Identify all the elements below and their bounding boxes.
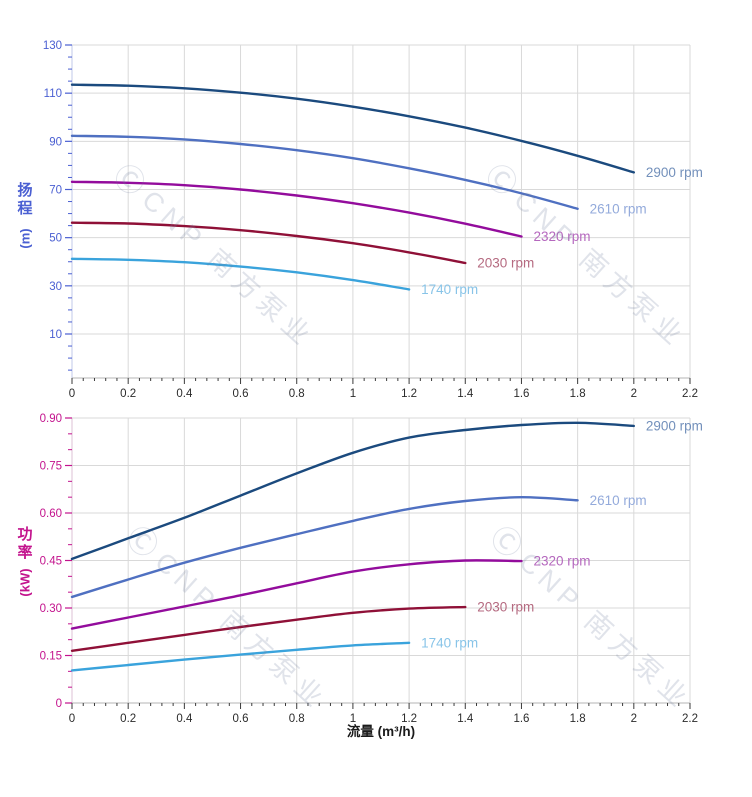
x-tick-label: 0.8 [289,713,305,725]
x-tick-label: 0.8 [289,388,305,400]
curve-2900-rpm [70,83,635,174]
curve-2320-rpm [70,180,523,238]
y-tick-label: 0.30 [40,603,62,615]
x-tick-label: 1.6 [513,388,529,400]
curve-1740-rpm [70,641,411,672]
x-tick-label: 0 [69,713,75,725]
curve-label-2900-rpm: 2900 rpm [646,165,703,180]
y-axis-title-head: 扬程 (m) [10,182,40,255]
curve-label-2320-rpm: 2320 rpm [533,554,590,569]
curve-label-1740-rpm: 1740 rpm [421,282,478,297]
x-tick-label: 1.6 [513,713,529,725]
power-axis-label: 功率 [17,526,33,561]
x-tick-label: 1 [350,713,356,725]
chart-head-vs-flow: 130 110 90 70 50 30 10 0 0.2 0.4 0.6 0.8 1 1.2 1.4 1.6 1… [43,40,703,400]
x-tick-label: 0.2 [120,388,136,400]
curve-2030-rpm [70,605,467,652]
y-tick-label: 50 [49,233,62,245]
x-tick-label: 1.2 [401,713,417,725]
curve-label-2030-rpm: 2030 rpm [477,255,534,270]
y-tick-label: 0.45 [40,556,62,568]
curve-label-2610-rpm: 2610 rpm [590,493,647,508]
head-axis-label: 扬程 [17,182,33,217]
x-tick-label: 2 [631,713,637,725]
curve-2610-rpm [70,495,579,599]
x-tick-label: 1.8 [570,713,586,725]
x-tick-label: 2.2 [682,713,698,725]
y-tick-label: 0.75 [40,461,62,473]
x-tick-label: 0.2 [120,713,136,725]
y-tick-label: 130 [43,40,62,52]
y-tick-label: 0.60 [40,508,62,520]
y-tick-label: 0.90 [40,413,62,425]
x-tick-label: 1.4 [457,388,474,400]
y-axis-title-power: 功率 (kW) [10,526,40,599]
x-tick-label: 2.2 [682,388,698,400]
curve-label-2320-rpm: 2320 rpm [533,229,590,244]
curve-label-2610-rpm: 2610 rpm [590,201,647,216]
x-tick-label: 1.2 [401,388,417,400]
power-axis-unit: (kW) [17,568,33,597]
curve-2900-rpm [70,421,635,561]
x-tick-label: 0.4 [176,713,193,725]
curve-2320-rpm [70,559,523,630]
y-tick-label: 90 [49,136,62,148]
x-tick-label: 2 [631,388,637,400]
x-tick-label: 0.6 [233,388,249,400]
x-tick-label: 1.8 [570,388,586,400]
x-tick-label: 1 [350,388,356,400]
curve-2030-rpm [70,221,467,265]
x-axis-title: 流量 (m³/h) [346,724,416,739]
curve-label-2030-rpm: 2030 rpm [477,600,534,615]
curve-label-1740-rpm: 1740 rpm [421,635,478,650]
x-tick-label: 0.4 [176,388,193,400]
y-tick-label: 0.15 [40,651,62,663]
y-tick-label: 110 [44,88,62,100]
curve-label-2900-rpm: 2900 rpm [646,418,703,433]
x-tick-label: 0 [69,388,75,400]
y-tick-label: 0 [56,698,62,710]
x-tick-label: 0.6 [233,713,249,725]
y-tick-label: 70 [49,184,62,196]
y-tick-label: 10 [49,329,62,341]
head-axis-unit: (m) [17,228,33,249]
chart-power-vs-flow: 0.90 0.75 0.60 0.45 0.30 0.15 00 0.2 0.4 0.6 0.8 1 1… [40,413,703,725]
y-tick-label: 30 [49,281,62,293]
x-tick-label: 1.4 [457,713,474,725]
curve-1740-rpm [70,257,411,291]
curve-2610-rpm [70,134,579,210]
